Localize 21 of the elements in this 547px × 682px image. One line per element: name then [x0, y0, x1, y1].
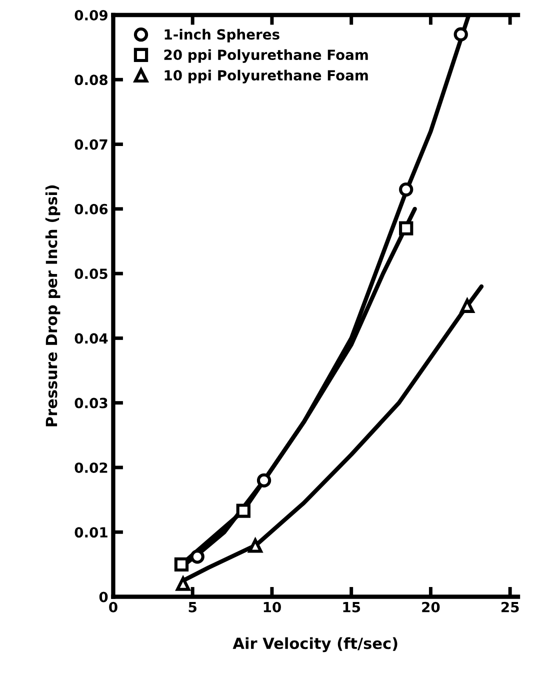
y-tick-label: 0.05 [74, 268, 108, 280]
y-tick-label: 0.08 [74, 74, 108, 86]
y-tick-label: 0.03 [74, 398, 108, 408]
y-tick-label: 0.09 [74, 10, 108, 20]
y-tick-label: 0.02 [74, 462, 108, 473]
y-tick-label: 0.06 [74, 204, 108, 214]
x-tick-label: 20 [422, 602, 440, 612]
x-axis-title: Air Velocity (ft/sec) [232, 637, 398, 652]
y-tick-label: 0.07 [74, 139, 108, 150]
y-tick-label: 0.04 [74, 333, 108, 344]
y-tick-label: 0.01 [74, 527, 108, 538]
y-tick-label: 0 [99, 592, 108, 602]
x-tick-label: 0 [109, 602, 118, 612]
x-tick-label: 10 [264, 602, 281, 612]
y-axis-title: Pressure Drop per Inch (psi) [45, 185, 60, 426]
legend-label: 10 ppi Polyurethane Foam [164, 70, 368, 84]
x-tick-label: 15 [343, 602, 360, 612]
legend-label: 1-inch Spheres [164, 28, 280, 42]
x-tick-label: 25 [502, 602, 519, 612]
legend-label: 20 ppi Polyurethane Foam [164, 49, 368, 63]
x-tick-label: 5 [188, 602, 196, 612]
